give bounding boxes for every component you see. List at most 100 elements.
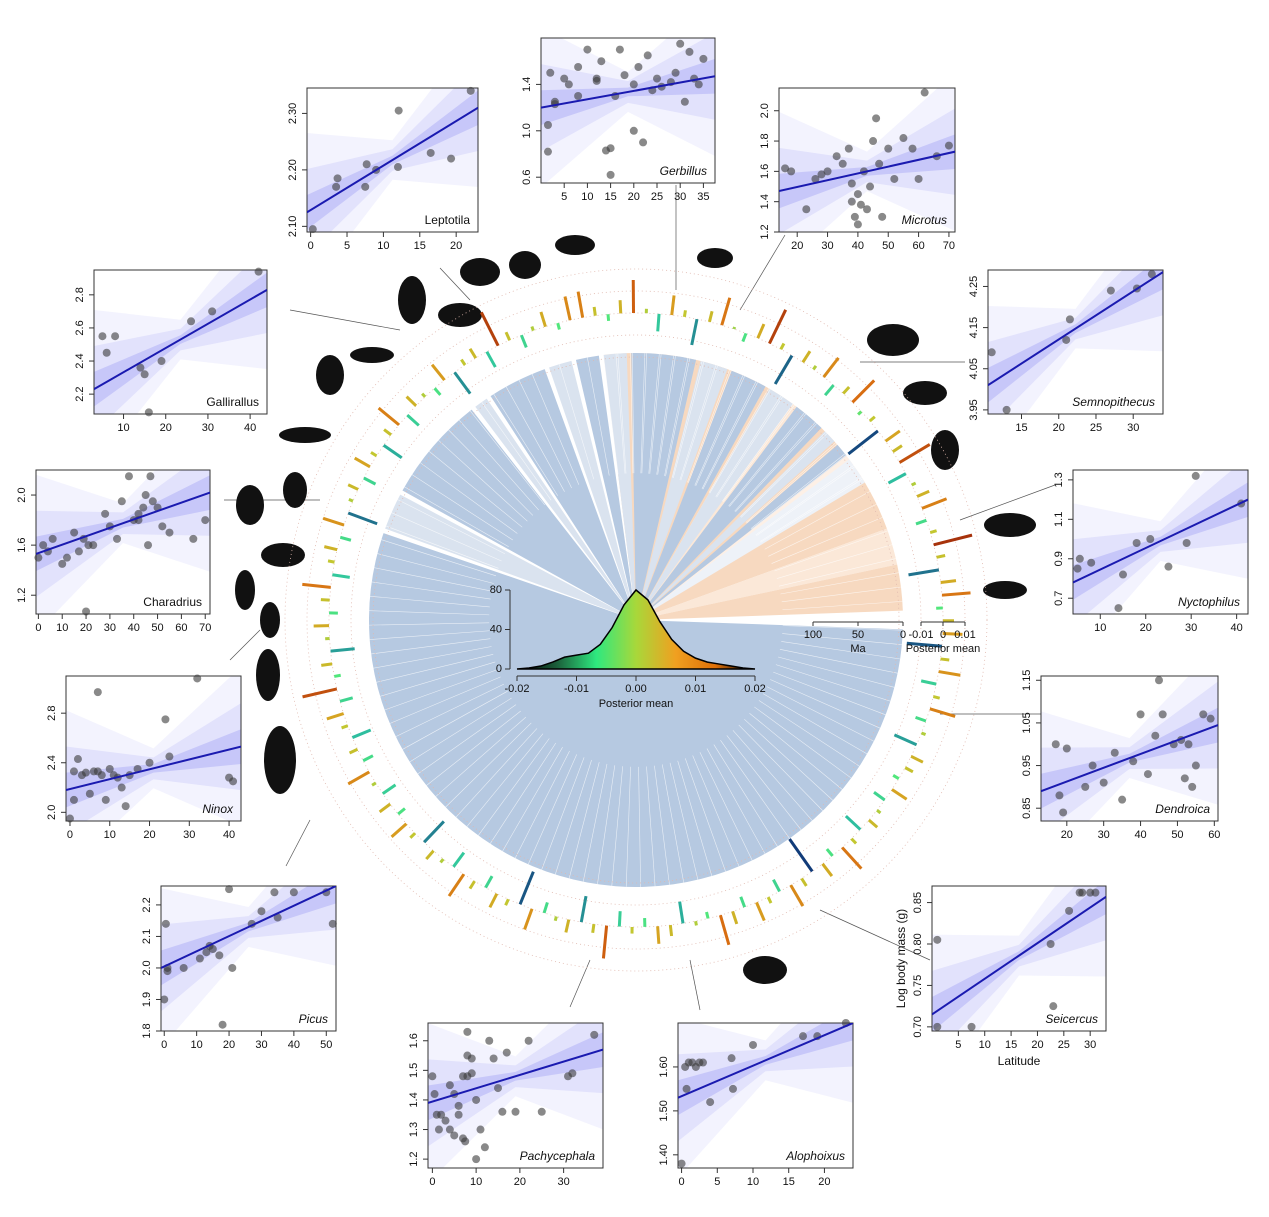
- bar: [915, 518, 927, 526]
- y-tick-label: 4.15: [968, 317, 980, 338]
- point: [62, 553, 71, 562]
- point: [394, 106, 403, 115]
- ring: [328, 312, 944, 928]
- bar: [519, 334, 528, 349]
- bar: [425, 849, 435, 861]
- fit-line: [932, 895, 1106, 1016]
- posterior-fan: [988, 270, 1163, 403]
- point: [1078, 888, 1087, 897]
- y-tick-label: 1.6: [16, 537, 28, 552]
- point: [643, 51, 652, 60]
- tree-clade: [636, 431, 835, 620]
- silhouette: [261, 543, 305, 567]
- tree-branch: [369, 610, 490, 616]
- x-tick-label: 50: [320, 1039, 332, 1051]
- point: [537, 1107, 546, 1116]
- bar: [327, 559, 335, 564]
- x-tick-label: 15: [783, 1176, 795, 1188]
- point: [546, 68, 555, 77]
- silhouette: [256, 649, 280, 701]
- point: [89, 541, 98, 550]
- x-tick-label: 30: [104, 622, 116, 634]
- point: [141, 491, 150, 500]
- silhouette: [279, 427, 331, 443]
- tree-branch: [706, 748, 766, 854]
- point: [189, 534, 198, 543]
- posterior-fan: [988, 270, 1163, 414]
- point: [1206, 714, 1215, 723]
- bar: [908, 568, 940, 577]
- point: [856, 200, 865, 209]
- ring: [284, 268, 988, 972]
- ring: [372, 356, 900, 884]
- bar: [921, 497, 948, 510]
- panel-border: [35, 469, 211, 615]
- panel-title: Ninox: [202, 802, 234, 816]
- fit-line: [36, 491, 210, 555]
- point: [853, 190, 862, 199]
- point: [124, 472, 133, 481]
- bar: [579, 895, 588, 923]
- point: [434, 1125, 443, 1134]
- point: [208, 945, 217, 954]
- tree-branch: [773, 671, 886, 716]
- x-tick-label: -0.01: [564, 683, 589, 695]
- bar: [911, 481, 917, 487]
- point: [187, 317, 196, 326]
- bar: [876, 809, 882, 815]
- point: [847, 179, 856, 188]
- point: [1147, 270, 1156, 279]
- silhouette: [316, 355, 344, 395]
- point: [1191, 471, 1200, 480]
- tree-branch: [708, 388, 769, 493]
- bar: [468, 347, 478, 359]
- point: [653, 74, 661, 83]
- panel-border: [931, 885, 1107, 1032]
- scale-label: Posterior mean: [906, 643, 981, 655]
- point: [466, 86, 475, 95]
- panel-title: Alophoixus: [785, 1149, 845, 1163]
- x-tick-label: 0: [67, 829, 73, 841]
- point: [39, 541, 48, 550]
- bar: [755, 901, 766, 922]
- point: [467, 1054, 476, 1063]
- bar: [409, 832, 417, 839]
- x-tick-label: 0.01: [685, 683, 706, 695]
- bar: [850, 837, 858, 845]
- x-axis-label: Posterior mean: [599, 698, 674, 710]
- point: [454, 1101, 463, 1110]
- bar: [383, 428, 393, 437]
- x-tick-label: 30: [255, 1039, 267, 1051]
- bar: [842, 385, 851, 395]
- x-tick-label: 60: [912, 240, 924, 252]
- tree-branch: [750, 453, 846, 529]
- x-tick-label: 0: [679, 1176, 685, 1188]
- tree-branch: [558, 364, 595, 480]
- point: [1081, 782, 1090, 791]
- y-tick-label: 0.80: [912, 933, 924, 954]
- bar: [772, 878, 781, 893]
- point: [447, 154, 456, 163]
- point: [117, 497, 126, 506]
- tree-branch: [781, 641, 901, 660]
- x-tick-label: 0: [161, 1039, 167, 1051]
- x-tick-label: 50: [151, 622, 163, 634]
- posterior-fan: [161, 886, 336, 1031]
- point: [101, 509, 110, 518]
- bar: [891, 788, 908, 801]
- point: [105, 764, 114, 773]
- x-tick-label: 40: [288, 1039, 300, 1051]
- point: [749, 1040, 757, 1049]
- bar: [504, 898, 510, 906]
- bar: [447, 873, 466, 897]
- point: [1188, 782, 1197, 791]
- y-tick-label: 1.2: [16, 588, 28, 603]
- point: [944, 141, 953, 150]
- point: [430, 1090, 439, 1099]
- silhouette: [743, 956, 787, 984]
- point: [1129, 757, 1138, 766]
- x-tick-label: 0.00: [625, 683, 646, 695]
- x-tick-label: 50: [882, 240, 894, 252]
- fit-line: [541, 75, 715, 109]
- y-tick-label: 2.0: [759, 103, 771, 118]
